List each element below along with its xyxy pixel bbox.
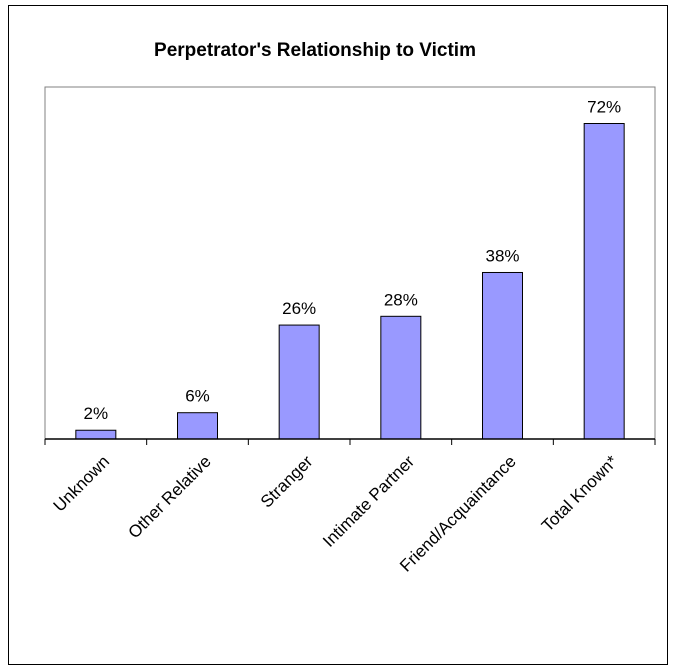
data-label: 72% <box>587 98 621 117</box>
data-label: 6% <box>185 387 210 406</box>
bar <box>75 429 117 440</box>
bar <box>380 315 422 440</box>
category-label: Stranger <box>257 452 317 512</box>
category-label: Total Known* <box>538 452 622 536</box>
chart-frame <box>8 5 668 665</box>
category-label: Intimate Partner <box>319 452 418 551</box>
bar-chart: 2% 6% 26% 28% 38% 72% Unknown Other Relative St… <box>44 86 656 576</box>
category-label: Unknown <box>50 452 114 516</box>
chart-title: Perpetrator's Relationship to Victim <box>154 40 476 61</box>
plot-area <box>44 86 656 440</box>
category-label: Other Relative <box>125 452 215 542</box>
data-label: 38% <box>485 246 519 265</box>
category-label: Friend/Acquaintance <box>396 452 520 576</box>
data-label: 2% <box>84 404 109 423</box>
data-label: 26% <box>282 299 316 318</box>
bar <box>177 412 218 440</box>
bar <box>278 324 320 440</box>
bar <box>583 123 625 440</box>
bar <box>482 271 523 440</box>
data-label: 28% <box>384 290 418 309</box>
